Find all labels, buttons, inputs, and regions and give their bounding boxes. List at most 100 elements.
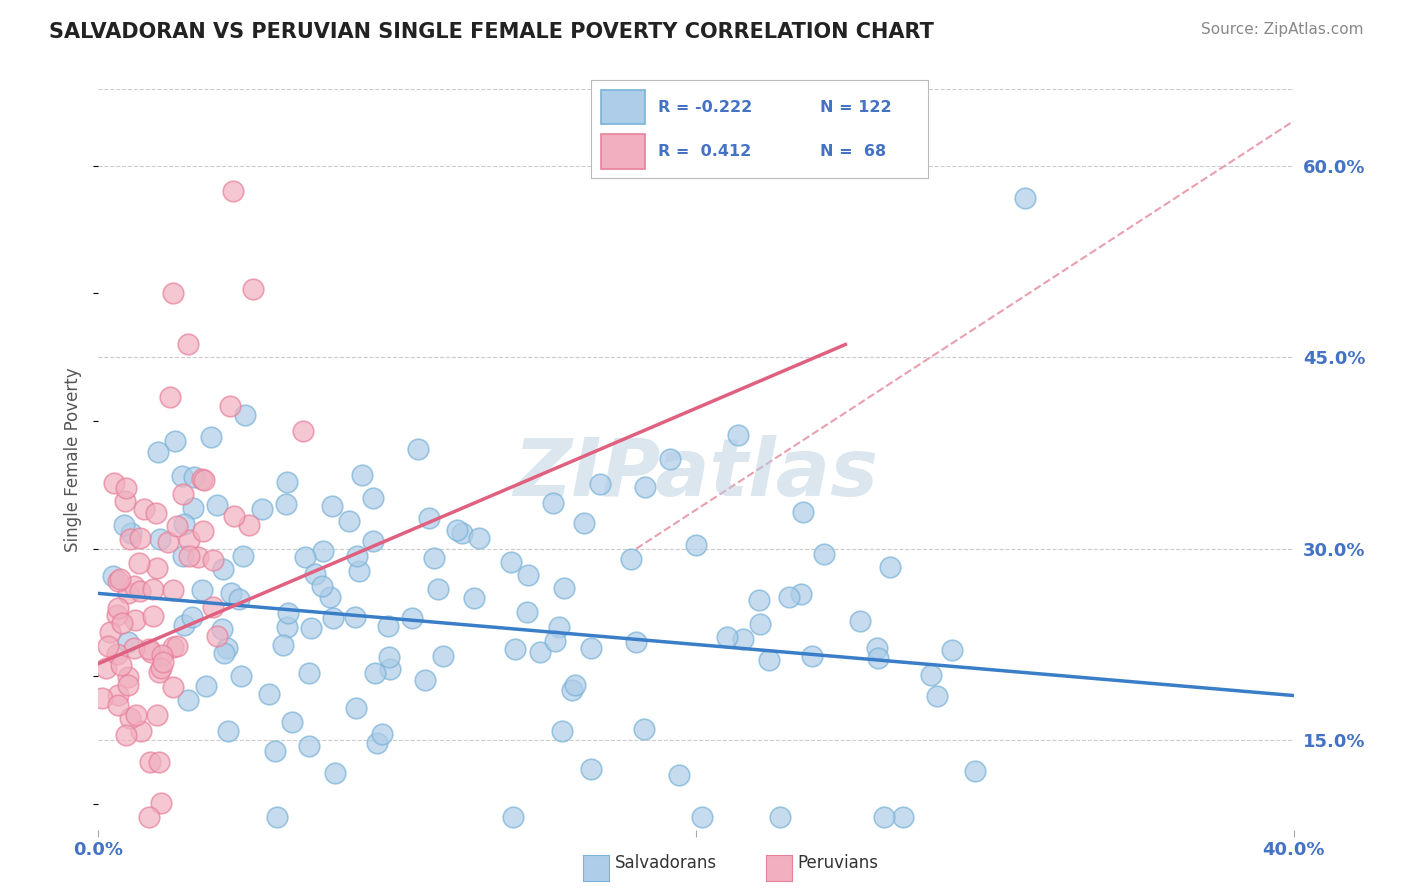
Point xyxy=(146,560,169,574)
Point xyxy=(579,640,602,655)
Point xyxy=(502,810,524,824)
Point xyxy=(778,590,800,604)
Point xyxy=(181,610,204,624)
Point xyxy=(579,762,602,776)
Point xyxy=(149,661,172,675)
Point xyxy=(242,282,264,296)
Point xyxy=(544,633,567,648)
Point xyxy=(152,656,174,670)
Point xyxy=(276,620,298,634)
Point xyxy=(170,469,193,483)
Point xyxy=(107,574,129,589)
Point xyxy=(501,554,523,568)
Point xyxy=(801,648,824,663)
Point xyxy=(263,744,285,758)
Point xyxy=(361,534,384,549)
Point xyxy=(125,707,148,722)
Point xyxy=(377,619,399,633)
Point xyxy=(266,810,288,824)
Text: Salvadorans: Salvadorans xyxy=(614,855,717,872)
Point xyxy=(516,605,538,619)
Point xyxy=(298,739,321,753)
Point xyxy=(191,524,214,538)
Point xyxy=(217,723,239,738)
Point xyxy=(233,408,256,422)
Point xyxy=(319,590,342,604)
Point xyxy=(1014,191,1036,205)
Point xyxy=(769,810,792,824)
Point xyxy=(848,614,870,628)
Point xyxy=(312,544,335,558)
Point xyxy=(231,669,253,683)
Point xyxy=(294,550,316,565)
Point xyxy=(427,582,450,597)
Point xyxy=(142,582,165,597)
Point xyxy=(685,538,707,552)
Point xyxy=(122,641,145,656)
Text: R =  0.412: R = 0.412 xyxy=(658,144,751,159)
Point xyxy=(107,698,129,712)
Text: N = 122: N = 122 xyxy=(820,100,891,115)
Point xyxy=(219,586,242,600)
Point xyxy=(564,677,586,691)
Point xyxy=(873,810,896,824)
Point xyxy=(120,526,142,541)
Point xyxy=(145,506,167,520)
Point xyxy=(574,516,596,530)
Point xyxy=(128,556,150,570)
Point xyxy=(212,646,235,660)
Point xyxy=(218,399,240,413)
Point xyxy=(291,424,314,438)
Point xyxy=(731,632,754,647)
Point xyxy=(378,650,401,665)
Point xyxy=(790,587,813,601)
Point xyxy=(232,549,254,563)
Text: ZIPatlas: ZIPatlas xyxy=(513,435,879,513)
Point xyxy=(257,688,280,702)
Point xyxy=(118,532,141,546)
Point xyxy=(111,616,134,631)
Point xyxy=(891,810,914,824)
Point xyxy=(146,708,169,723)
Point xyxy=(250,501,273,516)
Point xyxy=(561,682,583,697)
Point xyxy=(200,429,222,443)
Point xyxy=(380,662,402,676)
Point xyxy=(941,642,963,657)
Point xyxy=(276,475,298,489)
Point xyxy=(207,629,229,643)
Point xyxy=(132,502,155,516)
Point xyxy=(548,620,571,634)
Point xyxy=(187,550,209,565)
Point xyxy=(173,517,195,532)
Point xyxy=(543,496,565,510)
Point xyxy=(103,476,125,491)
Point xyxy=(166,640,188,654)
Point xyxy=(271,638,294,652)
Point xyxy=(211,622,233,636)
Point xyxy=(157,535,180,549)
Point xyxy=(96,661,118,675)
Text: SALVADORAN VS PERUVIAN SINGLE FEMALE POVERTY CORRELATION CHART: SALVADORAN VS PERUVIAN SINGLE FEMALE POV… xyxy=(49,22,934,42)
Point xyxy=(96,639,118,653)
Point xyxy=(516,567,538,582)
Point xyxy=(222,509,245,524)
Point xyxy=(634,480,657,494)
Point xyxy=(114,481,136,495)
Point xyxy=(112,517,135,532)
Point xyxy=(162,582,184,597)
Point xyxy=(222,184,245,198)
Point xyxy=(149,796,172,810)
Point xyxy=(117,635,139,649)
Point xyxy=(139,755,162,769)
Point xyxy=(117,678,139,692)
Point xyxy=(727,428,749,442)
Point xyxy=(792,505,814,519)
Point xyxy=(716,630,738,644)
Point xyxy=(432,648,454,663)
Point xyxy=(633,722,655,736)
Point xyxy=(139,645,162,659)
Point xyxy=(148,444,170,458)
Point xyxy=(138,642,160,657)
Point xyxy=(162,680,184,694)
